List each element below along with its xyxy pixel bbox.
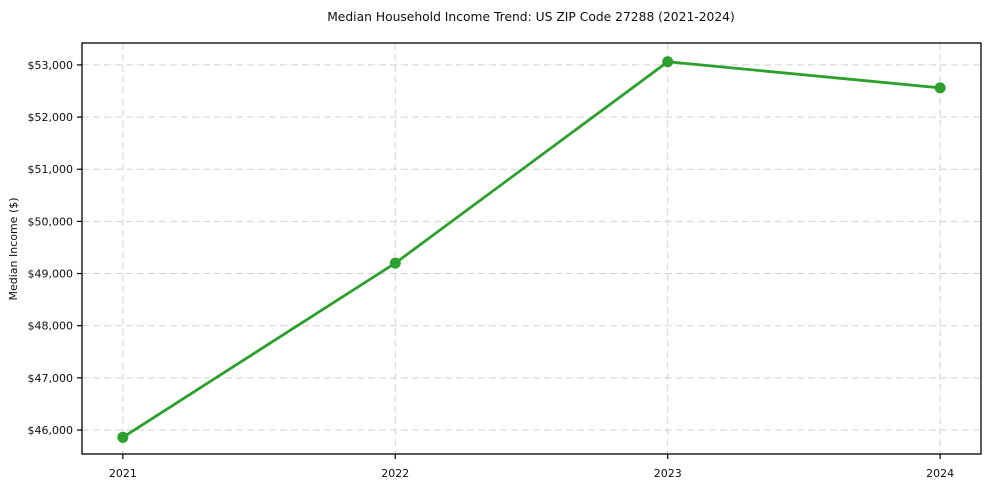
y-tick-label: $47,000 — [28, 372, 74, 385]
data-point-marker — [662, 56, 674, 68]
y-axis-label: Median Income ($) — [7, 197, 20, 300]
plot-border — [81, 42, 982, 455]
y-tick-label: $51,000 — [28, 163, 74, 176]
y-tick-label: $49,000 — [28, 268, 74, 281]
x-tick-label: 2022 — [381, 467, 409, 480]
line-series — [121, 60, 942, 439]
plot-area: $46,000 $47,000 $48,000 $49,000 $50,000 $51,0… — [28, 42, 982, 480]
y-tick-label: $50,000 — [28, 215, 74, 228]
y-tick-label: $48,000 — [28, 320, 74, 333]
x-tick-label: 2021 — [109, 467, 137, 480]
y-tick-label: $46,000 — [28, 424, 74, 437]
data-point-marker — [934, 82, 946, 94]
y-tick-label: $52,000 — [28, 111, 74, 124]
data-point-marker — [389, 257, 401, 269]
chart-title: Median Household Income Trend: US ZIP Co… — [327, 10, 735, 24]
y-tick-label: $53,000 — [28, 59, 74, 72]
x-tick-label: 2024 — [926, 467, 954, 480]
x-tick-label: 2023 — [654, 467, 682, 480]
data-point-marker — [117, 431, 129, 443]
